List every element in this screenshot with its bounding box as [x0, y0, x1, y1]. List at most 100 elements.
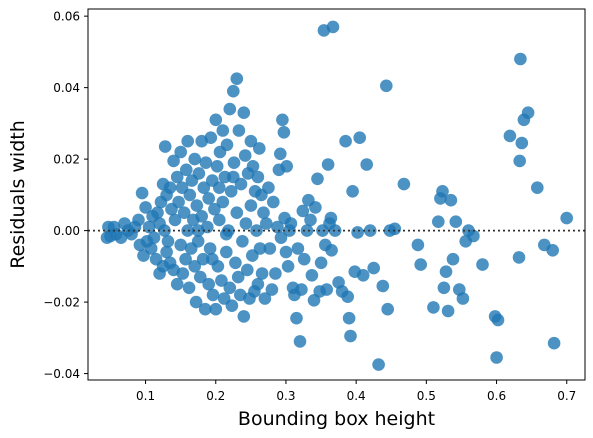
data-point [300, 224, 314, 237]
data-point [346, 185, 359, 198]
data-point [189, 295, 203, 309]
data-point [206, 252, 219, 266]
data-point [174, 238, 187, 252]
y-tick-label: −0.04 [43, 367, 80, 381]
x-tick-label: 0.1 [136, 389, 155, 403]
data-point [203, 242, 217, 255]
data-point [296, 204, 310, 218]
data-point [277, 126, 291, 139]
data-point [446, 252, 460, 266]
data-point [262, 181, 275, 194]
data-point [215, 274, 228, 287]
data-point [151, 206, 164, 219]
data-point [321, 158, 335, 171]
data-point [491, 313, 505, 327]
data-point [351, 226, 364, 239]
data-point [467, 229, 480, 243]
data-point [269, 267, 282, 280]
data-point [216, 124, 230, 137]
data-point [181, 224, 194, 237]
data-point [170, 277, 184, 291]
data-point [251, 277, 265, 291]
data-point [521, 106, 535, 119]
data-point [224, 185, 238, 198]
data-point [220, 138, 234, 152]
data-point [363, 224, 377, 237]
data-point [163, 181, 177, 194]
data-point [432, 215, 445, 228]
x-tick-label: 0.5 [417, 389, 436, 403]
data-point [206, 288, 220, 302]
x-tick-label: 0.7 [557, 389, 576, 403]
data-point [190, 199, 204, 212]
data-point [353, 131, 367, 144]
y-tick-label: −0.02 [43, 296, 80, 310]
data-point [258, 292, 272, 305]
data-point [281, 260, 295, 273]
data-point [241, 263, 254, 277]
data-point [267, 195, 280, 209]
data-point [304, 213, 317, 227]
data-point [291, 242, 305, 255]
data-point [223, 281, 237, 295]
data-point [158, 140, 172, 153]
data-point [160, 245, 173, 259]
data-point [220, 227, 233, 241]
data-point [237, 310, 251, 323]
data-point [172, 195, 185, 209]
points-layer [100, 20, 573, 371]
x-tick-label: 0.4 [347, 389, 366, 403]
data-point [229, 256, 242, 270]
data-point [367, 261, 381, 275]
data-point [326, 20, 340, 34]
data-point [216, 195, 230, 209]
data-point [444, 193, 458, 207]
data-point [251, 170, 265, 184]
data-point [381, 302, 395, 316]
data-point [311, 172, 324, 186]
data-point [284, 217, 298, 230]
data-point [227, 84, 240, 98]
data-point [227, 170, 240, 184]
data-point [380, 79, 393, 93]
y-axis: −0.04 −0.02 0.00 0.02 0.04 0.06 [43, 10, 88, 381]
data-point [320, 283, 334, 296]
data-point [279, 245, 293, 259]
data-point [170, 170, 184, 184]
data-point [280, 160, 294, 173]
data-point [324, 211, 338, 225]
data-point [274, 231, 288, 244]
data-point [250, 224, 263, 237]
data-point [168, 213, 182, 227]
data-point [514, 52, 527, 66]
x-axis-label: Bounding box height [238, 408, 435, 430]
data-point [274, 147, 287, 161]
data-point [360, 158, 374, 171]
data-point [257, 206, 270, 219]
data-point [132, 213, 145, 227]
data-point [213, 213, 226, 227]
data-point [231, 270, 245, 284]
data-point [202, 192, 215, 205]
data-point [139, 201, 152, 214]
data-point [341, 290, 355, 304]
data-point [202, 277, 215, 291]
data-point [456, 292, 470, 305]
data-point [260, 217, 273, 230]
data-point [342, 311, 356, 325]
data-point [490, 351, 503, 364]
data-point [188, 152, 201, 166]
data-point [180, 163, 193, 177]
data-point [213, 181, 226, 194]
data-point [237, 106, 251, 119]
data-point [209, 113, 223, 127]
data-point [297, 252, 311, 266]
plot-area-frame [87, 8, 586, 381]
data-point [439, 265, 453, 279]
data-point [232, 124, 246, 137]
data-point [515, 136, 529, 150]
x-tick-label: 0.3 [276, 389, 295, 403]
data-point [230, 72, 244, 85]
data-point [210, 160, 224, 173]
data-point [388, 222, 402, 236]
